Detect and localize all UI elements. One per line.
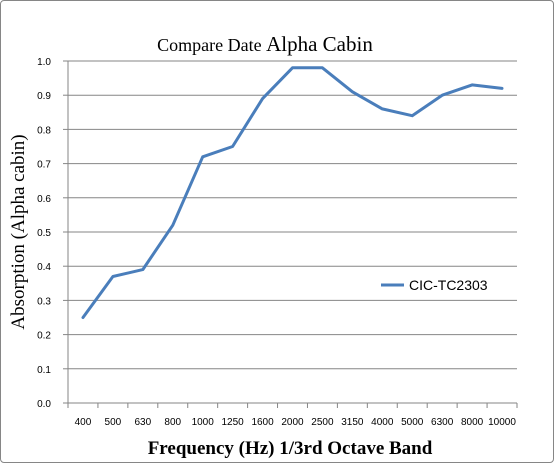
legend-label: CIC-TC2303 bbox=[409, 277, 488, 293]
series-layer bbox=[81, 66, 504, 319]
chart-title: Compare Date Alpha Cabin bbox=[157, 32, 373, 56]
x-tick-label: 5000 bbox=[401, 417, 424, 428]
y-tick-label: 0.8 bbox=[37, 125, 51, 136]
y-tick-label: 0.7 bbox=[37, 160, 51, 171]
x-tick-label: 1600 bbox=[251, 417, 274, 428]
y-tick-label: 0.2 bbox=[37, 331, 51, 342]
x-tick-label: 2000 bbox=[281, 417, 304, 428]
x-tick-label: 800 bbox=[164, 417, 181, 428]
x-tick-label: 400 bbox=[75, 417, 92, 428]
series-line bbox=[81, 66, 504, 319]
x-tick-label: 1000 bbox=[192, 417, 215, 428]
x-tick-label: 1250 bbox=[222, 417, 245, 428]
x-tick-label: 2500 bbox=[311, 417, 334, 428]
x-tick-label: 3150 bbox=[341, 417, 364, 428]
x-tick-label: 4000 bbox=[371, 417, 394, 428]
chart-title-part2: Alpha Cabin bbox=[266, 32, 373, 56]
y-tick-label: 0.4 bbox=[37, 262, 51, 273]
x-tick-label: 500 bbox=[105, 417, 122, 428]
y-tick-label: 0.5 bbox=[37, 228, 51, 239]
x-tick-label: 6300 bbox=[431, 417, 454, 428]
x-axis-label: Frequency (Hz) 1/3rd Octave Band bbox=[148, 438, 433, 459]
y-tick-label: 0.6 bbox=[37, 194, 51, 205]
chart-title-part1: Compare Date bbox=[157, 35, 266, 55]
y-tick-label: 0.3 bbox=[37, 296, 51, 307]
x-tick-label: 630 bbox=[134, 417, 151, 428]
axes bbox=[63, 60, 518, 408]
y-tick-label: 0.1 bbox=[37, 365, 51, 376]
y-tick-labels: 0.0 0.1 0.2 0.3 0.4 0.5 0.6 0.7 0.8 0.9 1.0 bbox=[37, 57, 51, 410]
y-tick-label: 1.0 bbox=[37, 57, 51, 68]
x-tick-label: 8000 bbox=[461, 417, 484, 428]
x-tick-labels: 400 500 630 800 1000 1250 1600 2000 2500 3150 4000… bbox=[75, 417, 517, 428]
x-tick-label: 10000 bbox=[488, 417, 516, 428]
y-tick-label: 0.0 bbox=[37, 399, 51, 410]
y-tick-label: 0.9 bbox=[37, 91, 51, 102]
legend: CIC-TC2303 bbox=[381, 277, 488, 293]
y-axis-label: Absorption (Alpha cabin) bbox=[8, 134, 29, 329]
gridlines bbox=[68, 60, 517, 370]
